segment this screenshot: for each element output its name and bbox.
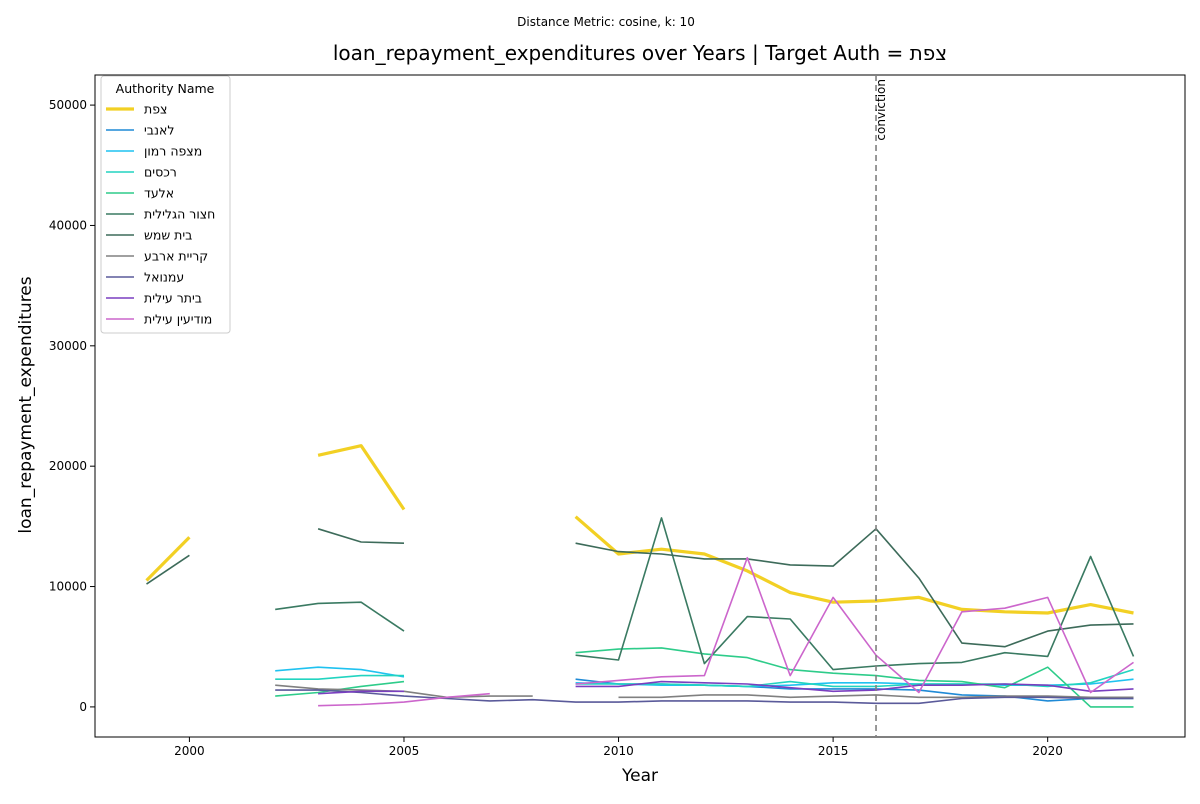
legend-label-4: אלעד — [144, 186, 174, 201]
chart-title: loan_repayment_expenditures over Years |… — [333, 41, 947, 65]
series-line-4 — [575, 647, 1134, 708]
legend-label-3: רכסים — [144, 165, 177, 180]
legend-label-6: בית שמש — [144, 228, 192, 243]
x-tick-label: 2005 — [389, 744, 420, 758]
series-line-6 — [317, 528, 405, 544]
legend-label-0: צפת — [144, 102, 167, 117]
series-line-6 — [146, 554, 190, 585]
series-line-0 — [145, 536, 191, 582]
legend-label-7: קריית ארבע — [144, 249, 208, 264]
series-line-3 — [575, 668, 1134, 688]
x-axis-label: Year — [621, 766, 658, 786]
series-line-8 — [275, 689, 1134, 705]
legend-box — [100, 75, 231, 334]
legend-label-8: עמנואל — [144, 270, 184, 285]
y-tick-label: 40000 — [49, 218, 87, 232]
y-tick-label: 30000 — [49, 339, 87, 353]
legend-label-10: מודיעין עילית — [144, 312, 212, 327]
legend-label-5: חצור הגלילית — [144, 207, 215, 222]
chart-suptitle: Distance Metric: cosine, k: 10 — [517, 15, 695, 29]
series-line-0 — [317, 444, 406, 511]
series-line-0 — [574, 515, 1134, 615]
event-line-label: conviction — [874, 79, 888, 141]
series-line-7 — [618, 694, 1134, 699]
legend-label-1: לאנבי — [144, 123, 175, 138]
y-tick-label: 20000 — [49, 459, 87, 473]
series-line-6 — [575, 527, 1134, 648]
legend-label-2: מצפה רמון — [144, 144, 202, 159]
series-line-10 — [575, 556, 1134, 694]
x-tick-label: 2010 — [603, 744, 634, 758]
plot-frame — [94, 74, 1186, 738]
series-line-10 — [318, 692, 490, 707]
x-tick-label: 2000 — [174, 744, 205, 758]
series-line-5 — [575, 517, 1135, 671]
y-tick-label: 50000 — [49, 98, 87, 112]
legend-label-9: ביתר עילית — [144, 291, 202, 306]
legend-title: Authority Name — [116, 81, 215, 96]
y-tick-label: 10000 — [49, 580, 87, 594]
series-line-9 — [318, 690, 404, 695]
plot-area: 2000 2005 2010 2015 2020 0 10000 20000 30000 4000… — [49, 74, 1186, 758]
series-line-5 — [275, 601, 405, 632]
y-axis-label: loan_repayment_expenditures — [16, 276, 36, 533]
x-tick-label: 2015 — [818, 744, 849, 758]
x-tick-label: 2020 — [1032, 744, 1063, 758]
y-tick-label: 0 — [79, 700, 87, 714]
series-line-3 — [275, 674, 404, 681]
series-line-9 — [575, 680, 1134, 693]
series-line-2 — [275, 666, 405, 678]
legend: Authority Name צפת לאנבי מצפה רמון רכסים אלעד… — [100, 75, 231, 334]
